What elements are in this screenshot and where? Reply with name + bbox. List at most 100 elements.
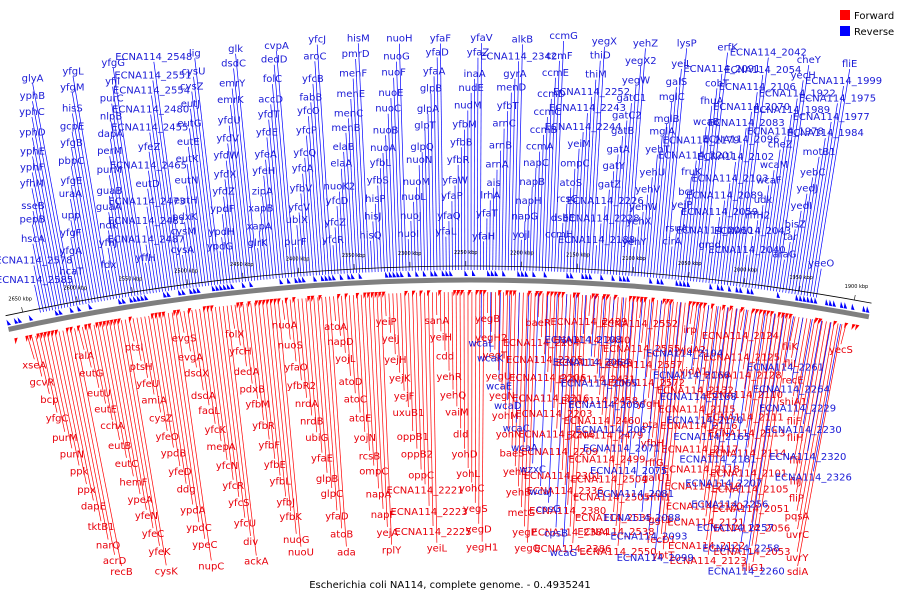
gene-label: eutB: [108, 441, 131, 452]
gene-label: tktB1: [88, 522, 115, 533]
forward-gene-arrow: [703, 302, 708, 309]
forward-gene-arrow: [310, 295, 315, 302]
ruler-tick-label: 2000 kbp: [734, 267, 758, 273]
forward-gene-arrow: [576, 292, 581, 299]
gene-spoke: [321, 297, 338, 511]
gene-spoke: [416, 187, 419, 271]
forward-gene-arrow: [606, 294, 611, 301]
gene-spoke: [380, 293, 392, 545]
reverse-gene-arrow: [851, 303, 855, 311]
gene-label: ypdC: [186, 523, 212, 534]
forward-gene-arrow: [427, 290, 431, 297]
gene-label: fabB: [299, 92, 322, 103]
gene-label: rffH2: [745, 210, 770, 221]
gene-spoke: [416, 292, 422, 470]
gene-spoke: [32, 211, 53, 311]
gene-label: yegX2: [625, 56, 657, 67]
gene-spoke: [150, 114, 176, 291]
reverse-gene-arrow: [490, 270, 495, 277]
gene-spoke: [225, 160, 240, 283]
reverse-gene-arrow: [865, 306, 870, 313]
gene-label: ECNA114_2458: [561, 396, 638, 407]
gene-label: nuoK2: [324, 182, 356, 193]
gene-spoke: [32, 101, 72, 307]
reverse-gene-arrow: [524, 270, 529, 277]
gene-label: atoC: [344, 394, 367, 405]
gene-label: yfeC: [142, 529, 165, 540]
gene-spoke: [641, 300, 662, 512]
gene-label: yeiL: [427, 544, 448, 555]
gene-spoke: [296, 225, 302, 277]
gene-label: cvpA: [264, 41, 289, 52]
gene-spoke: [757, 170, 775, 290]
reverse-gene-arrow: [301, 276, 306, 283]
gene-label: ECNA114_2455: [111, 123, 188, 134]
gene-label: shiA1: [779, 397, 807, 408]
gene-spoke: [424, 130, 429, 271]
gene-spoke: [615, 298, 635, 526]
gene-spoke: [751, 315, 788, 546]
gene-label: rffG: [645, 458, 664, 469]
gene-spoke: [742, 310, 753, 370]
gene-spoke: [224, 179, 237, 283]
gene-label: ECNA114_2225: [395, 527, 472, 538]
gene-spoke: [651, 300, 666, 438]
gene-label: ECNA114_2204: [503, 338, 580, 349]
gene-spoke: [413, 201, 416, 271]
gene-spoke: [517, 44, 523, 271]
gene-spoke: [622, 85, 637, 276]
gene-label: bcr: [678, 187, 695, 198]
gene-label: lysP: [677, 38, 697, 49]
gene-spoke: [340, 168, 348, 274]
gene-spoke: [107, 247, 117, 299]
gene-label: ECNA114_2342: [480, 51, 557, 62]
gene-label: yeiM: [567, 139, 590, 150]
reverse-gene-arrow: [279, 278, 284, 285]
gene-spoke: [376, 293, 388, 527]
gene-label: ECNA114_2111: [707, 412, 784, 423]
gene-spoke: [384, 293, 387, 317]
gene-spoke: [557, 239, 560, 272]
gene-spoke: [171, 312, 206, 539]
gene-label: ECNA114_2083: [708, 118, 785, 129]
gene-spoke: [585, 79, 597, 274]
gene-label: sdiA: [787, 567, 808, 578]
gene-spoke: [590, 295, 596, 357]
gene-spoke: [766, 114, 792, 291]
gene-label: ECNA114_2230: [765, 425, 842, 436]
forward-gene-arrow: [40, 332, 44, 339]
forward-gene-arrow: [457, 290, 461, 297]
gene-label: yfeO: [155, 432, 179, 443]
gene-label: bcp: [40, 395, 58, 406]
reverse-gene-arrow: [494, 270, 499, 277]
gene-spoke: [714, 200, 726, 284]
gene-spoke: [796, 323, 839, 552]
gene-label: gyrA: [503, 69, 526, 80]
gene-label: yejP: [671, 200, 692, 211]
gene-spoke: [379, 168, 385, 272]
reverse-gene-arrow: [746, 287, 751, 295]
gene-label: yegX: [592, 37, 617, 48]
gene-label: yedI: [791, 201, 812, 212]
gene-spoke: [646, 154, 658, 278]
gene-spoke: [230, 104, 249, 282]
gene-label: glpB: [420, 84, 442, 95]
gene-spoke: [809, 85, 844, 297]
gene-label: yfcP: [296, 126, 317, 137]
gene-spoke: [186, 185, 200, 287]
gene-label: ECNA114_2113: [708, 429, 785, 440]
gene-label: dedA: [234, 367, 260, 378]
reverse-gene-arrow: [799, 294, 803, 302]
gene-label: ECNA114_2071: [583, 444, 660, 455]
gene-spoke: [108, 270, 114, 300]
gene-spoke: [702, 306, 725, 481]
forward-gene-arrow: [762, 309, 767, 316]
gene-label: yejF: [394, 392, 415, 403]
reverse-gene-arrow: [776, 291, 781, 299]
gene-spoke: [511, 292, 516, 448]
gene-spoke: [518, 292, 524, 487]
forward-gene-arrow: [110, 319, 114, 326]
gene-spoke: [560, 222, 564, 272]
gene-label: ccmF: [546, 51, 573, 62]
